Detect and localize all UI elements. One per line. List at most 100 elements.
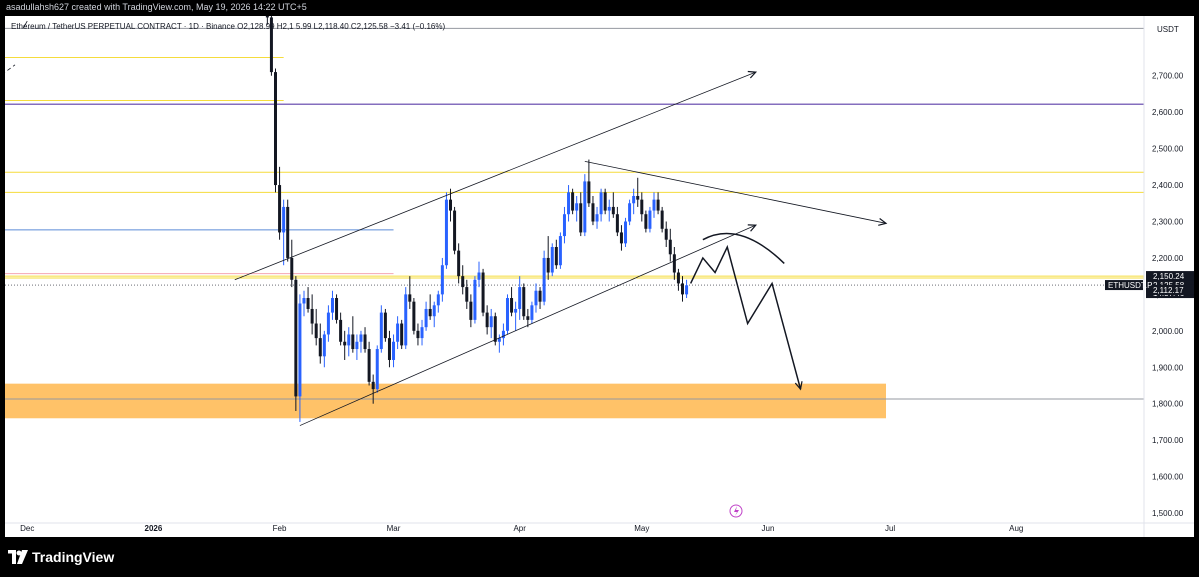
candle [298, 294, 302, 422]
candle-body [363, 334, 367, 350]
candle [534, 283, 538, 313]
candle-body [567, 192, 571, 215]
candle-body [290, 257, 294, 280]
candle [562, 206, 566, 244]
candle-body [660, 210, 664, 229]
candle [685, 279, 689, 299]
price-tag-bg [1146, 284, 1194, 295]
candle [607, 199, 611, 222]
candle-body [526, 316, 530, 320]
candle [473, 276, 477, 324]
candle-body [619, 232, 623, 244]
trend-line-2 [234, 71, 756, 281]
candle [461, 265, 465, 295]
price-tick-label: 2,400.00 [1152, 181, 1184, 190]
tradingview-logo[interactable]: TradingView [8, 547, 114, 567]
candle [351, 316, 355, 353]
price-tick-label: 2,500.00 [1152, 145, 1184, 154]
lightning-icon[interactable] [729, 504, 743, 518]
candle-body [318, 338, 322, 357]
price-tag: 2,112.17 [1146, 284, 1194, 295]
candle-body [489, 316, 493, 328]
candle [310, 294, 314, 335]
candle-body [558, 236, 562, 266]
candle [363, 327, 367, 353]
candle [432, 301, 436, 328]
candle [481, 268, 485, 317]
candle [396, 316, 400, 350]
candle [681, 276, 684, 302]
candle [379, 305, 383, 353]
candle-body [420, 327, 424, 339]
candle [619, 225, 623, 251]
price-chart[interactable]: 2,700.00 2,600.00 2,500.00 2,400.00 2,300.00… [5, 16, 1194, 537]
arrow-head [878, 217, 888, 226]
candle [457, 243, 461, 284]
candle-body [522, 287, 526, 317]
candle [579, 192, 583, 237]
chart-area[interactable]: 2,700.00 2,600.00 2,500.00 2,400.00 2,300.00… [5, 16, 1194, 537]
candle [624, 217, 628, 248]
candle [530, 301, 534, 324]
candle-body [587, 181, 591, 204]
price-tags-layer: 2,150.242,125.5814:37:462,112.17ETHUSDT.… [1105, 271, 1194, 299]
candle [383, 308, 387, 342]
candle-body [583, 181, 587, 233]
candle-body [274, 72, 277, 186]
candle [347, 327, 351, 357]
candle [335, 294, 339, 324]
candle [367, 341, 371, 386]
candle-body [518, 287, 522, 309]
candle-body [510, 298, 514, 313]
price-tag: 2,150.24 [1146, 271, 1194, 282]
candle-body [632, 195, 636, 204]
currency-label: USDT [1157, 25, 1179, 34]
candle-body [379, 312, 383, 350]
candle [514, 301, 518, 331]
candle [668, 228, 672, 262]
time-tick-label: Jul [885, 524, 895, 533]
candles-layer [265, 16, 689, 422]
candle [571, 188, 575, 215]
candle [290, 239, 294, 288]
candle-body [396, 323, 400, 342]
candle-body [408, 294, 412, 302]
candle-body [611, 206, 615, 215]
candle-body [575, 203, 579, 211]
candle-body [330, 298, 334, 313]
candle-body [530, 305, 534, 320]
candle-body [636, 195, 640, 200]
candle [326, 305, 330, 342]
candle-body [375, 349, 379, 390]
candle [567, 185, 571, 222]
candle-body [672, 254, 676, 273]
trend-line-0 [5, 64, 16, 73]
candle-body [538, 290, 542, 302]
chart-header: asadullahsh627 created with TradingView.… [0, 0, 1199, 16]
candle [274, 68, 277, 193]
candle-body [615, 214, 619, 233]
price-tag-value: 2,112.17 [1153, 286, 1184, 295]
time-tick-label: Apr [513, 524, 526, 533]
candle-body [282, 206, 286, 233]
candle-body [269, 17, 273, 73]
candle [286, 199, 290, 262]
candle [522, 283, 526, 320]
candle [538, 287, 542, 309]
candle [603, 188, 607, 215]
candle-body [599, 192, 603, 215]
candle [306, 287, 310, 313]
candle [444, 192, 448, 269]
candle-body [562, 214, 566, 237]
candle [302, 290, 306, 317]
candle-body [436, 294, 440, 306]
time-tick-label: May [634, 524, 649, 533]
candle [318, 323, 322, 364]
candle [575, 195, 579, 222]
time-axis[interactable]: Dec 2026 Feb Mar Apr May Jun Jul Aug [5, 522, 1194, 533]
candle-body [579, 203, 583, 233]
candle [611, 192, 615, 218]
candle [546, 236, 550, 280]
candle [477, 261, 481, 288]
candle [676, 268, 680, 291]
